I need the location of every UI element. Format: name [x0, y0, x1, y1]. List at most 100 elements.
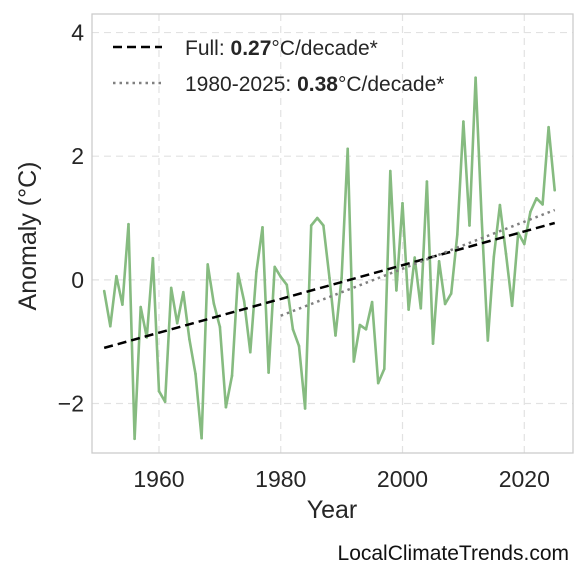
legend-label-value: 0.27	[231, 37, 272, 60]
data-point	[352, 360, 356, 363]
data-point	[419, 307, 423, 310]
data-point	[109, 324, 112, 328]
data-point	[328, 276, 331, 280]
data-point	[474, 76, 477, 79]
data-point	[510, 304, 514, 308]
legend-label-suffix: °C/decade*	[338, 73, 444, 96]
data-point	[383, 367, 386, 371]
data-point	[309, 224, 313, 227]
data-point	[322, 224, 325, 227]
watermark: LocalClimateTrends.com	[337, 542, 569, 565]
trend-layer	[103, 208, 556, 350]
anomaly-series-line	[102, 76, 556, 441]
y-axis-label: Anomaly (°C)	[14, 162, 42, 311]
data-point	[547, 125, 550, 129]
data-point	[127, 222, 130, 226]
y-tick-label: 2	[71, 143, 84, 169]
data-point	[175, 321, 179, 325]
y-tick-label: 4	[71, 20, 84, 46]
data-point	[486, 339, 490, 342]
data-point	[169, 286, 173, 290]
data-point	[182, 290, 185, 294]
data-point	[358, 323, 362, 327]
full-trend-line	[103, 221, 556, 350]
data-point	[261, 226, 264, 229]
data-point	[188, 337, 191, 341]
data-point	[236, 272, 240, 276]
legend-label: 1980-2025: 0.38°C/decade*	[185, 73, 444, 96]
data-point	[492, 255, 496, 259]
data-point	[340, 276, 343, 280]
data-point	[218, 325, 222, 329]
data-point	[230, 374, 234, 378]
data-point	[376, 381, 380, 385]
data-point	[407, 308, 410, 311]
data-point	[279, 275, 283, 279]
data-point	[255, 270, 258, 274]
data-point	[480, 218, 484, 221]
data-point	[529, 210, 532, 214]
data-point	[395, 289, 398, 292]
data-point	[206, 263, 209, 266]
legend-label-prefix: Full:	[185, 37, 231, 60]
y-tick-label: −2	[58, 391, 84, 417]
data-point	[115, 274, 118, 278]
data-point	[163, 400, 167, 404]
data-point	[431, 342, 435, 345]
legend-label: Full: 0.27°C/decade*	[185, 37, 378, 60]
data-point	[449, 292, 453, 295]
x-axis-ticks: 1960 1980 2000 2020	[133, 466, 549, 492]
legend-label-value: 0.38	[297, 73, 338, 96]
legend: Full: 0.27°C/decade*1980-2025: 0.38°C/de…	[113, 37, 444, 96]
data-point	[462, 120, 465, 123]
series-layer	[102, 76, 556, 441]
data-point	[194, 372, 197, 376]
x-tick-label: 2020	[499, 466, 550, 492]
data-point	[389, 169, 392, 173]
data-point	[157, 389, 161, 393]
data-point	[553, 188, 556, 192]
x-tick-label: 1980	[255, 466, 306, 492]
data-point	[224, 405, 228, 409]
plot-frame	[91, 13, 574, 454]
y-axis-ticks: 4 2 0 −2	[58, 20, 84, 417]
data-point	[291, 328, 295, 331]
data-point	[121, 303, 124, 306]
data-point	[102, 289, 106, 293]
x-tick-label: 2000	[377, 466, 428, 492]
data-point	[468, 224, 471, 227]
grid	[92, 14, 573, 453]
x-axis-label: Year	[307, 496, 358, 524]
data-point	[212, 302, 216, 305]
data-point	[504, 252, 508, 256]
y-tick-label: 0	[71, 267, 84, 293]
data-point	[456, 233, 459, 236]
data-point	[249, 350, 252, 354]
data-point	[316, 216, 319, 220]
data-point	[523, 242, 526, 246]
data-point	[437, 260, 441, 263]
data-point	[133, 437, 136, 441]
data-point	[535, 197, 538, 200]
data-point	[200, 436, 203, 440]
data-point	[346, 147, 350, 151]
data-point	[267, 371, 270, 374]
data-point	[334, 334, 337, 337]
data-point	[139, 305, 142, 309]
data-point	[401, 201, 404, 205]
data-point	[370, 300, 374, 304]
data-point	[151, 256, 155, 260]
data-point	[413, 256, 417, 259]
data-point	[443, 302, 447, 306]
data-point	[242, 300, 246, 303]
data-point	[285, 283, 289, 287]
data-point	[541, 203, 544, 206]
legend-label-prefix: 1980-2025:	[185, 73, 297, 96]
data-point	[297, 344, 301, 348]
x-tick-label: 1960	[133, 466, 184, 492]
data-point	[498, 203, 502, 207]
data-point	[303, 407, 307, 410]
data-point	[364, 328, 368, 331]
legend-label-suffix: °C/decade*	[271, 37, 377, 60]
